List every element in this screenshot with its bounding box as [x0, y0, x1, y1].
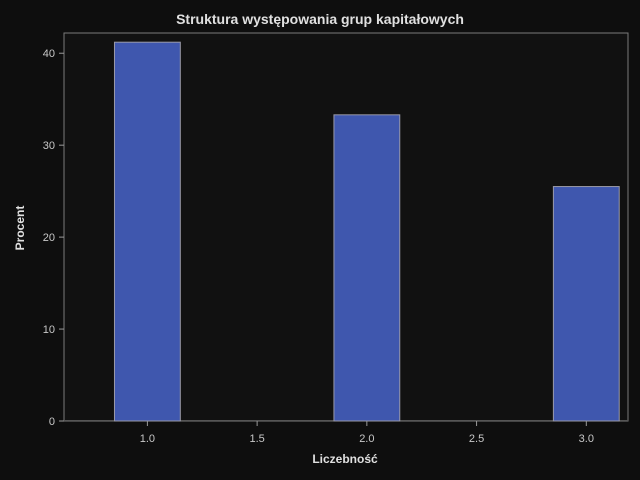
y-tick-label-4: 30	[43, 140, 55, 152]
x-tick-label-5: 3.0	[579, 433, 594, 445]
x-tick-label-4: 2.5	[469, 433, 484, 445]
bar-2	[333, 114, 401, 422]
x-tick-label-3: 2.0	[359, 433, 374, 445]
x-tick-label-1: 1.0	[140, 433, 155, 445]
y-tick-label-3: 20	[43, 232, 55, 244]
x-axis-label: Liczebność	[312, 452, 378, 466]
bar-3	[552, 186, 620, 422]
bar-1	[113, 41, 181, 422]
chart-title: Struktura występowania grup kapitałowych	[176, 11, 464, 27]
y-tick-label-1: 0	[49, 416, 55, 428]
y-tick-label-2: 10	[43, 324, 55, 336]
y-tick-label-5: 40	[43, 48, 55, 60]
x-tick-label-2: 1.5	[249, 433, 264, 445]
